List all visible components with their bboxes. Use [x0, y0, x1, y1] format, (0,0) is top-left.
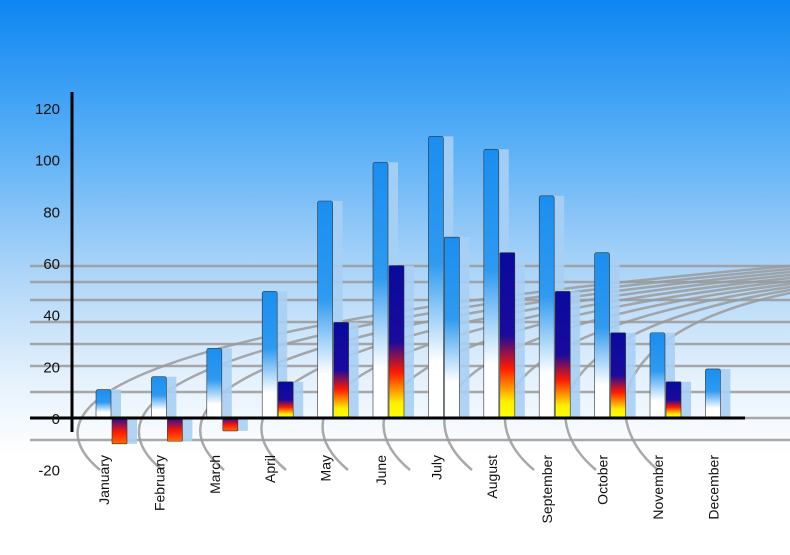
bar-series2-july	[444, 236, 460, 419]
bar-series2-march	[222, 417, 239, 432]
bar-series1-june	[372, 161, 389, 419]
y-tick-label: 0	[52, 411, 60, 428]
bar-series1-november	[649, 332, 666, 419]
y-tick-label: 40	[43, 308, 60, 325]
y-tick-label: 120	[35, 101, 60, 118]
bar-series1-april	[261, 291, 278, 419]
bar-series1-february	[151, 376, 167, 419]
bar-series2-june	[388, 265, 405, 419]
y-tick-label: -20	[38, 463, 60, 480]
bar-series2-october	[610, 332, 626, 419]
bar-series1-march	[206, 347, 223, 419]
x-tick-label: April	[262, 455, 278, 483]
bar-series1-july	[428, 136, 444, 419]
x-tick-label: February	[151, 455, 167, 511]
bar-series1-august	[483, 149, 500, 419]
y-tick-label: 60	[43, 256, 60, 273]
bar-series1-may	[317, 200, 333, 419]
x-tick-label: March	[207, 455, 223, 494]
bar-series1-december	[705, 368, 721, 419]
x-tick-label: December	[705, 455, 721, 520]
x-tick-label: July	[428, 455, 444, 480]
bar-series2-may	[333, 322, 349, 419]
x-tick-label: June	[373, 455, 389, 486]
bar-series1-january	[95, 389, 112, 419]
bar-series2-february	[167, 417, 183, 442]
bar-series1-october	[594, 252, 610, 419]
y-tick-label: 20	[43, 359, 60, 376]
bar-series2-august	[499, 252, 516, 419]
x-tick-label: September	[539, 455, 555, 524]
x-tick-label: May	[318, 455, 334, 481]
bar-series1-september	[538, 195, 555, 419]
y-tick-label: 80	[43, 204, 60, 221]
x-tick-label: January	[96, 455, 112, 505]
bar-series2-january	[111, 417, 128, 445]
x-tick-label: August	[484, 455, 500, 499]
x-tick-label: October	[595, 455, 611, 505]
y-tick-label: 100	[35, 153, 60, 170]
x-tick-label: November	[650, 455, 666, 520]
bar-series2-september	[554, 291, 571, 419]
bar-series2-november	[665, 381, 682, 419]
bar-series2-april	[277, 381, 294, 419]
